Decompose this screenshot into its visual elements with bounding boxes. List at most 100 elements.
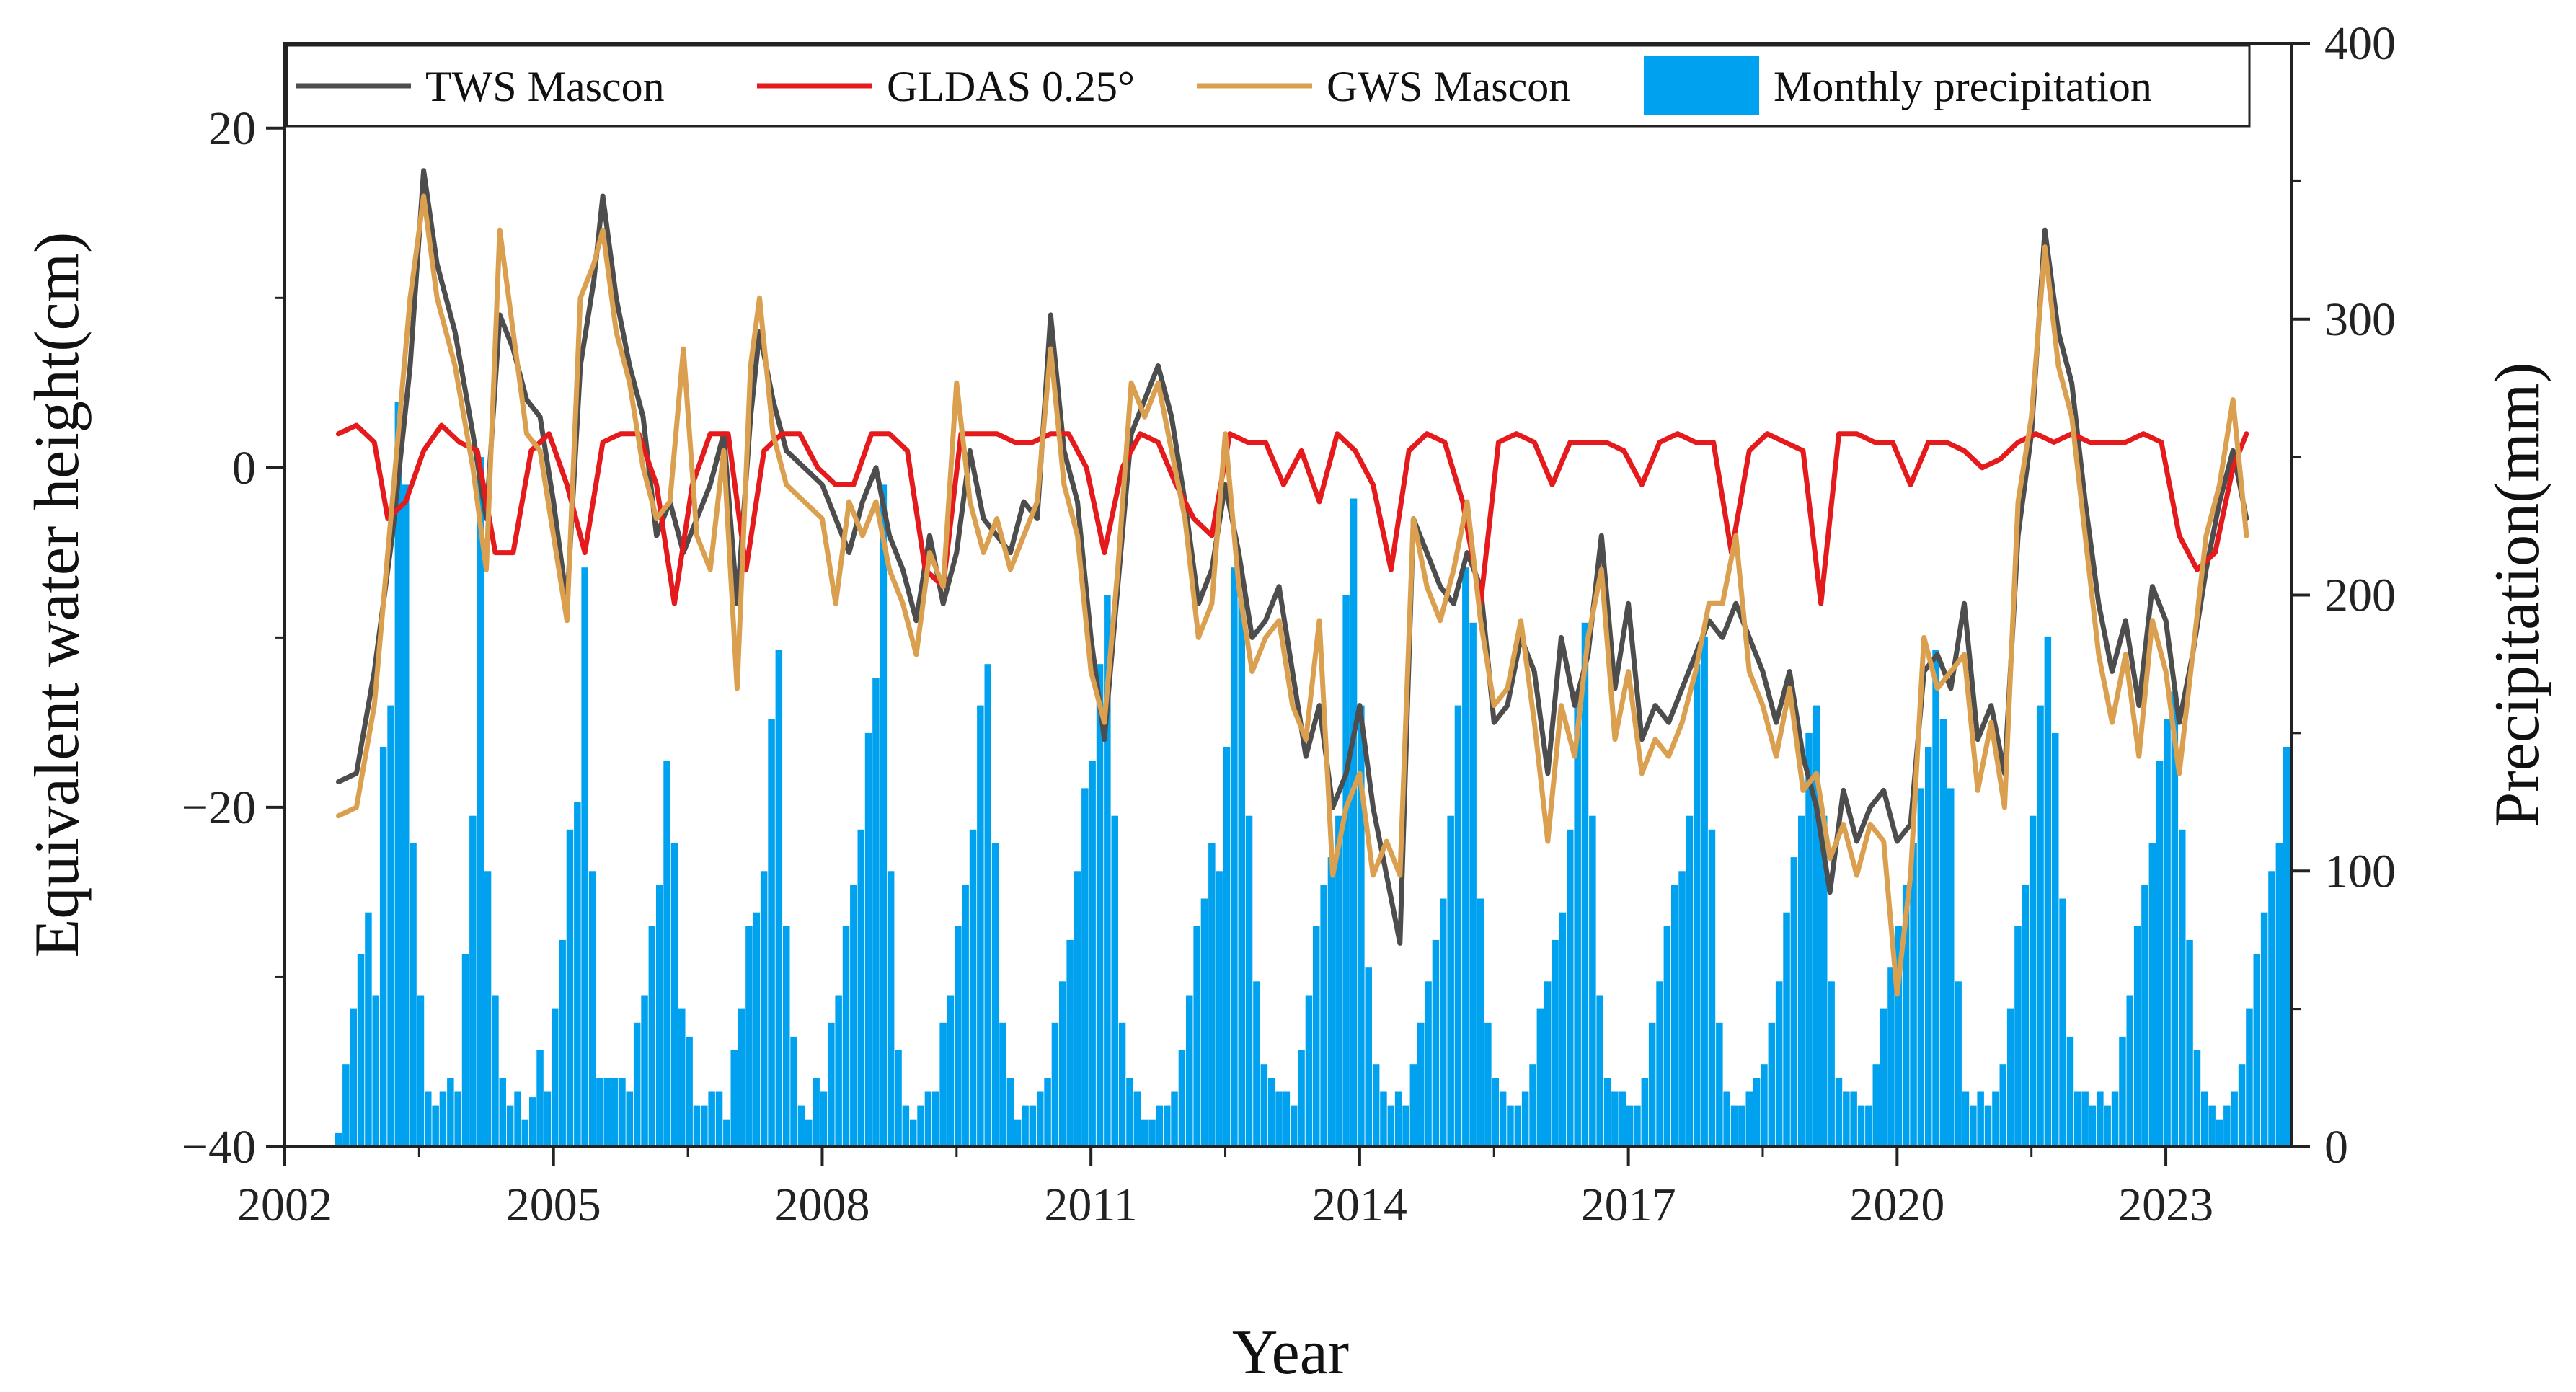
precip-bar [2059,898,2066,1147]
precip-bar [1872,1064,1880,1147]
precip-bar [1619,1091,1626,1147]
precip-bar [768,719,775,1147]
precip-bar [1783,912,1790,1147]
precip-bar [566,829,574,1147]
precip-bar [1977,1091,1984,1147]
precip-bar [880,484,888,1147]
precip-bar [1044,1078,1051,1147]
precip-bar [1014,1119,1022,1147]
series-lines [336,168,2249,997]
precip-bar [1283,1091,1291,1147]
precip-bar [1066,939,1074,1147]
precip-bar [1768,1022,1776,1147]
precip-bar [2253,954,2260,1147]
precip-bar [619,1078,626,1147]
precip-bar [1514,1105,1522,1147]
precip-bar [1730,1105,1738,1147]
precip-bar [432,1105,439,1147]
precip-bar [2260,912,2268,1147]
precip-bar [1208,843,1216,1147]
precip-bar [1186,995,1193,1147]
precip-bar [1708,829,1716,1147]
precip-bar [1745,1091,1753,1147]
precip-bar [596,1078,603,1147]
precip-bar [544,1091,552,1147]
precip-bar [1051,1022,1059,1147]
precip-bar [693,1105,701,1147]
precip-bar [1484,1022,1492,1147]
precip-bar [760,871,768,1148]
precip-bar [447,1078,454,1147]
precip-bar [611,1078,619,1147]
precip-bar [1656,981,1663,1147]
precip-bar [984,664,991,1147]
precip-bar [738,1008,745,1147]
precip-bar [342,1064,350,1147]
precip-bar [1701,636,1708,1147]
precip-bar [1006,1078,1014,1147]
precip-bar [633,1022,641,1147]
precip-bar [1231,567,1238,1147]
precip-bar [1432,939,1440,1147]
precip-bar [2193,1050,2201,1147]
precip-bar [2223,1105,2231,1147]
precip-bar [1111,815,1118,1147]
precip-bar [1641,1078,1649,1147]
precip-bar [1738,1105,1745,1147]
precip-bar [2133,926,2141,1147]
precip-bar [506,1105,514,1147]
precip-bar [2081,1091,2089,1147]
precip-bar [1372,1064,1380,1147]
precip-bar [1462,567,1469,1147]
precip-bar [2104,1105,2111,1147]
precip-bar [1507,1105,1514,1147]
precip-bar [1887,967,1895,1147]
precip-bar [805,1119,813,1147]
series-line-1 [336,422,2249,606]
precip-bar [2238,1064,2246,1147]
precip-bar [2231,1091,2238,1147]
precip-bar [2097,1091,2104,1147]
precip-bar [1947,788,1955,1147]
precip-bar [1843,1091,1850,1147]
precip-bar [1059,981,1066,1147]
precip-bar [1499,1091,1507,1147]
precip-bar [425,1091,432,1147]
precip-bar [864,732,872,1147]
precip-bar [1350,498,1358,1147]
y-right-tick-labels: 0 100 200 300 400 [2324,17,2396,1174]
precip-bar [2022,885,2030,1147]
precip-bar [887,871,895,1148]
precip-bar [417,995,425,1147]
legend-label-tws: TWS Mascon [425,63,665,110]
precip-bar [1178,1050,1186,1147]
y-right-tick-label: 100 [2324,845,2396,897]
precip-bar [1148,1119,1156,1147]
precip-bar [820,1091,828,1147]
precip-bar [1559,912,1567,1147]
precip-bar [1200,898,1208,1147]
precip-bar [1320,885,1327,1147]
precip-bar [1081,788,1089,1147]
precip-bar [1141,1119,1148,1147]
precip-bar [850,885,857,1147]
precip-bar [387,705,394,1147]
precip-bar [2156,761,2164,1147]
precip-bar [723,1119,730,1147]
precip-bar [842,926,850,1147]
precip-bar [895,1050,902,1147]
x-tick-label: 2008 [774,1179,869,1231]
x-tick-label: 2023 [2118,1179,2213,1231]
y-left-axis-title: Equivalent water height(cm) [22,232,92,958]
precip-bar [1164,1105,1171,1147]
precip-bar [2246,1008,2253,1147]
precip-bar [1521,1091,1529,1147]
precip-bar [1716,1022,1723,1147]
precip-bar [1387,1105,1395,1147]
precip-bar [1596,995,1603,1147]
precip-bar [2126,995,2133,1147]
legend-label-precip: Monthly precipitation [1774,63,2152,110]
precip-bar [1925,747,1932,1147]
precip-bar [686,1036,693,1147]
precip-bar [2037,705,2044,1147]
